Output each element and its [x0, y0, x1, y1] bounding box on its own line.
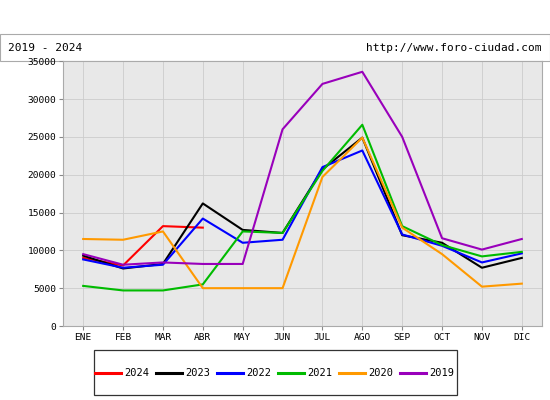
- Text: Evolucion Nº Turistas Nacionales en el municipio de San Pedro del Pinatar: Evolucion Nº Turistas Nacionales en el m…: [50, 10, 501, 24]
- Text: 2022: 2022: [246, 368, 271, 378]
- Text: 2019: 2019: [429, 368, 454, 378]
- Text: http://www.foro-ciudad.com: http://www.foro-ciudad.com: [366, 43, 542, 53]
- Text: 2023: 2023: [185, 368, 210, 378]
- FancyBboxPatch shape: [94, 350, 456, 395]
- Text: 2024: 2024: [124, 368, 148, 378]
- Text: 2020: 2020: [368, 368, 393, 378]
- Text: 2019 - 2024: 2019 - 2024: [8, 43, 82, 53]
- Text: 2021: 2021: [307, 368, 332, 378]
